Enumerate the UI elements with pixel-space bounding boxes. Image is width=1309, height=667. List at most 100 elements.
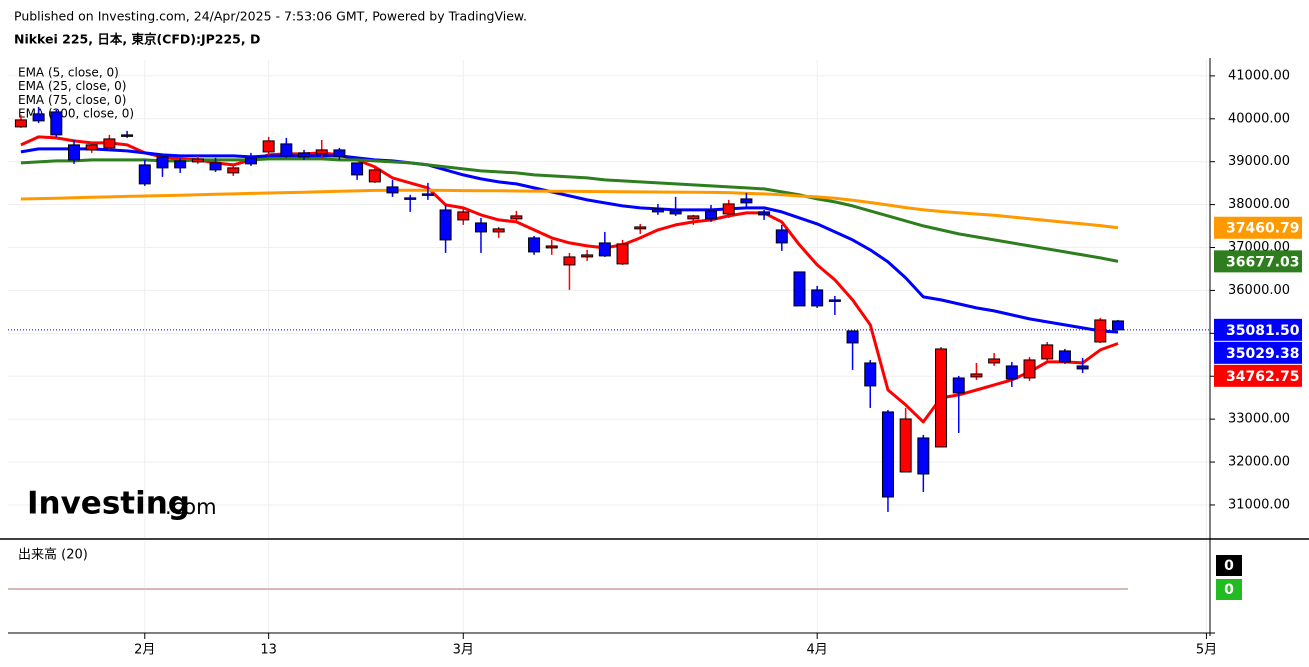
ema-line: [20, 188, 1119, 230]
candle-body: [439, 209, 452, 241]
candle-body: [68, 144, 81, 161]
candle-body: [510, 215, 523, 220]
candle-body: [952, 377, 965, 394]
candle-body: [351, 162, 364, 176]
candle-body: [421, 193, 434, 196]
candle-body: [758, 211, 771, 216]
candle-body: [651, 208, 664, 213]
x-tick-label: 4月: [807, 643, 828, 658]
x-tick-label: 5月: [1196, 643, 1217, 658]
candle-body: [368, 169, 381, 183]
candle-body: [545, 245, 558, 249]
candle-body: [244, 157, 257, 165]
price-label: 36677.03: [1226, 254, 1300, 270]
candle-body: [988, 358, 1001, 364]
candle-body: [828, 299, 841, 302]
legend-entry: EMA (25, close, 0): [18, 79, 126, 93]
candle-body: [492, 228, 505, 233]
chart-title: Nikkei 225, 日本, 東京(CFD):JP225, D: [14, 32, 260, 47]
legend-entry: EMA (5, close, 0): [18, 66, 119, 80]
candle-body: [85, 144, 98, 151]
candle-body: [1094, 319, 1107, 343]
candle-body: [174, 160, 187, 169]
watermark-suffix: .com: [165, 495, 217, 519]
price-label-box: [1214, 216, 1302, 239]
candle-body: [669, 209, 682, 215]
y-tick-label: 31000.00: [1228, 497, 1290, 512]
candle-body: [156, 156, 169, 169]
candle-body: [32, 113, 45, 122]
price-label: 37460.79: [1226, 221, 1300, 237]
candle-body: [775, 229, 788, 244]
candle-body: [103, 138, 116, 149]
volume-label-box: [1216, 555, 1242, 576]
candle-body: [1041, 344, 1054, 360]
candle-body: [298, 152, 311, 158]
price-label: 35029.38: [1226, 346, 1300, 362]
ema-line: [20, 147, 1119, 334]
y-tick-label: 32000.00: [1228, 455, 1290, 470]
price-label: 35081.50: [1226, 323, 1300, 339]
price-label-box: [1214, 364, 1302, 387]
y-tick-label: 36000.00: [1228, 283, 1290, 298]
volume-ma-label-box: [1216, 579, 1242, 600]
candle-body: [457, 211, 470, 221]
candle-body: [598, 242, 611, 257]
candle-body: [899, 418, 912, 473]
candle-body: [917, 437, 930, 475]
candle-body: [563, 256, 576, 266]
candle-body: [740, 198, 753, 204]
candle-body: [227, 167, 240, 174]
price-label-box: [1214, 341, 1302, 364]
legend-entry: EMA (200, close, 0): [18, 107, 134, 121]
price-label-box: [1214, 318, 1302, 341]
candle-body: [262, 140, 275, 153]
candle-body: [386, 186, 399, 194]
y-tick-label: 39000.00: [1228, 154, 1290, 169]
candle-body: [474, 222, 487, 233]
volume-label: 0: [1224, 558, 1234, 574]
candle-body: [1111, 320, 1124, 331]
x-tick-label: 3月: [453, 643, 474, 658]
candle-body: [811, 289, 824, 307]
candle-body: [1076, 365, 1089, 370]
candle-body: [616, 243, 629, 265]
y-tick-label: 40000.00: [1228, 111, 1290, 126]
candle-body: [687, 215, 700, 220]
price-label: 34762.75: [1226, 369, 1300, 385]
candle-body: [1005, 365, 1018, 380]
candle-body: [705, 210, 718, 220]
candle-body: [1058, 350, 1071, 363]
volume-title: 出来高 (20): [18, 547, 88, 563]
candle-body: [315, 149, 328, 155]
candle-body: [191, 158, 204, 163]
candle-body: [864, 362, 877, 387]
candle-body: [793, 271, 806, 307]
candle-body: [528, 237, 541, 253]
y-tick-label: 41000.00: [1228, 68, 1290, 83]
candle-body: [209, 162, 222, 171]
candle-body: [280, 143, 293, 157]
price-label-box: [1214, 250, 1302, 273]
candle-body: [722, 203, 735, 215]
volume-ma-label: 0: [1224, 582, 1234, 598]
candle-body: [50, 111, 63, 136]
candle-body: [14, 119, 27, 128]
x-tick-label: 13: [260, 643, 277, 658]
candle-body: [846, 330, 859, 344]
candle-body: [333, 149, 346, 158]
candle-body: [404, 197, 417, 200]
subtitle: Published on Investing.com, 24/Apr/2025 …: [14, 9, 527, 24]
watermark-logo: Investing: [27, 486, 190, 522]
candle-body: [138, 164, 151, 185]
y-tick-label: 38000.00: [1228, 197, 1290, 212]
x-tick-label: 2月: [134, 643, 155, 658]
candle-body: [881, 411, 894, 498]
candle-body: [1023, 359, 1036, 379]
candle-body: [935, 348, 948, 448]
y-tick-label: 33000.00: [1228, 412, 1290, 427]
candle-body: [581, 254, 594, 258]
candle-body: [121, 134, 134, 137]
candle-body: [970, 373, 983, 378]
